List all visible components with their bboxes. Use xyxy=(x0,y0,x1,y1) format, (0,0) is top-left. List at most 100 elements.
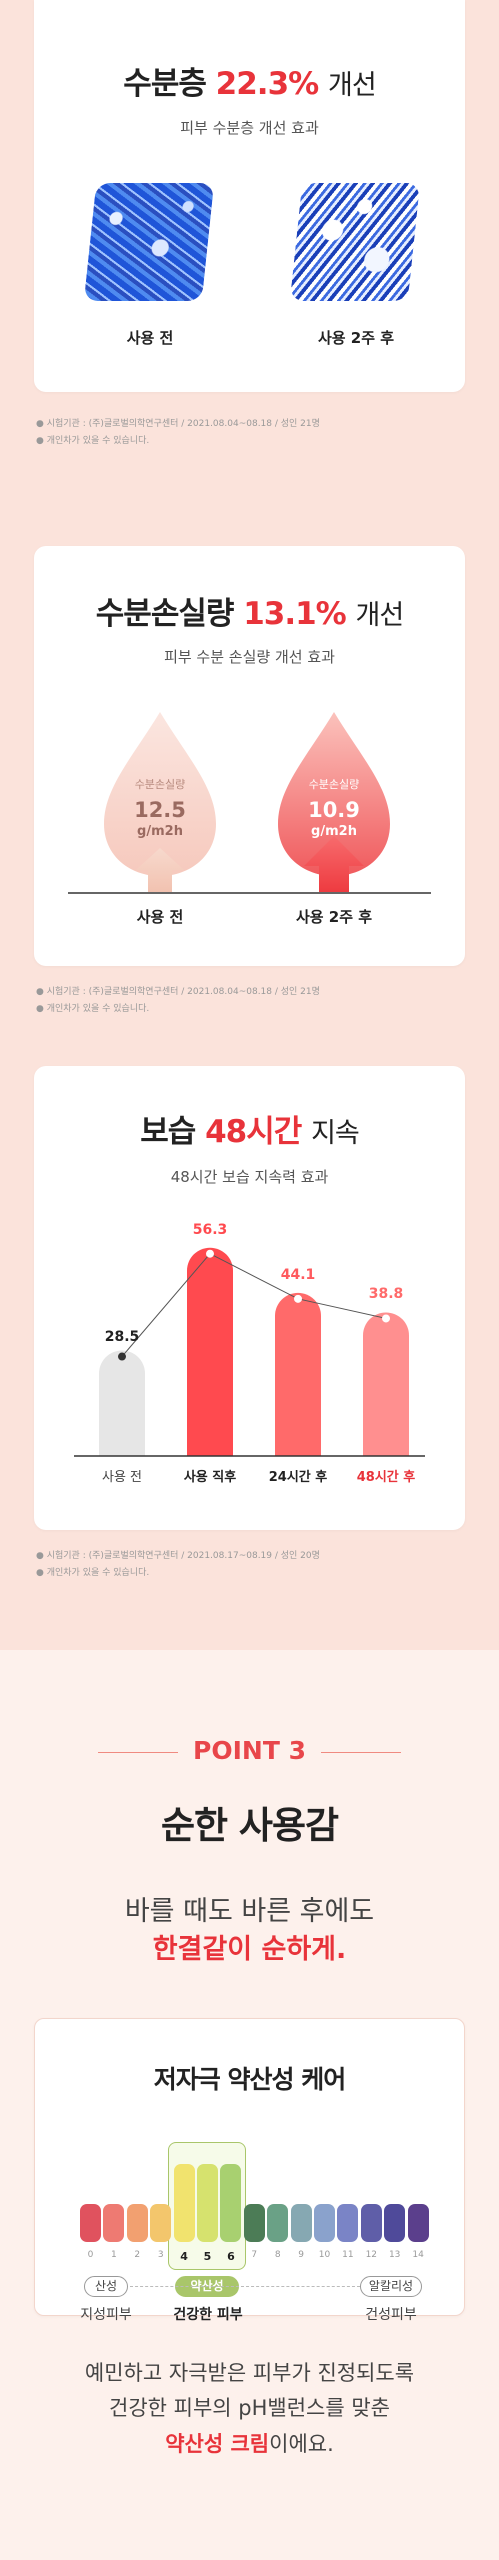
ph-number-4: 4 xyxy=(180,2250,188,2263)
skin-after-label: 사용 2주 후 xyxy=(317,329,395,347)
ph-number-11: 11 xyxy=(342,2250,354,2260)
final-highlight: 약산성 크림 xyxy=(165,2432,270,2456)
skin-after-image xyxy=(289,183,421,301)
ph-bar-3 xyxy=(150,2204,172,2242)
point3-line1: 바를 때도 바른 후에도 xyxy=(124,1896,375,1927)
ph-number-7: 7 xyxy=(251,2250,258,2260)
water-loss-card: 수분손실량 13.1% 개선 피부 수분 손실량 개선 효과 xyxy=(34,546,465,966)
skin-before-label: 사용 전 xyxy=(126,329,174,347)
final-line-2: 건강한 피부의 pH밸런스를 맞춘 xyxy=(109,2396,390,2420)
trend-point-0 xyxy=(118,1352,126,1361)
bar-value-label: 56.3 xyxy=(192,1221,228,1238)
point-label: POINT 3 xyxy=(193,1736,306,1765)
skin-before-image xyxy=(83,183,215,301)
title-suffix: 개선 xyxy=(328,70,377,101)
bar-value-label: 28.5 xyxy=(104,1328,140,1345)
ph-bar-11 xyxy=(337,2204,359,2242)
ph-number-9: 9 xyxy=(298,2250,304,2260)
bar-category-label: 사용 전 xyxy=(101,1470,142,1485)
ph-number-1: 1 xyxy=(111,2250,117,2260)
sub-dry: 건성피부 xyxy=(365,2307,417,2323)
ph-bar-10 xyxy=(314,2204,335,2242)
drop-before-caption: 수분손실량 xyxy=(134,778,186,791)
bar-3 xyxy=(363,1312,409,1456)
ph-bar-8 xyxy=(267,2204,289,2242)
drop-after-caption: 수분손실량 xyxy=(308,778,360,791)
ph-number-8: 8 xyxy=(274,2250,281,2260)
title-value: 13.1% xyxy=(243,596,347,632)
point3-title: 순한 사용감 xyxy=(160,1804,339,1847)
bar-1 xyxy=(187,1247,233,1456)
ph-bar-12 xyxy=(360,2204,382,2242)
final-rest: 이에요. xyxy=(269,2432,334,2456)
ph-number-12: 12 xyxy=(365,2250,378,2260)
moisture-layer-title: 수분층 22.3% 개선 xyxy=(34,58,465,103)
water-drops-graphic xyxy=(68,712,431,894)
ph-bar-6 xyxy=(220,2164,242,2242)
bar-value-label: 44.1 xyxy=(280,1266,316,1283)
bar-value-label: 38.8 xyxy=(368,1286,404,1303)
ph-card xyxy=(34,2018,465,2316)
water-loss-title: 수분손실량 13.1% 개선 xyxy=(34,588,465,633)
title-value: 48시간 xyxy=(205,1114,302,1150)
ph-number-2: 2 xyxy=(134,2250,141,2260)
moisture-bar-chart: 28.5 사용 전 56.3 사용 직후 44.1 24시간 후 38.8 48시간 후 xyxy=(34,1066,465,1530)
ph-bar-14 xyxy=(407,2204,429,2242)
drop-after-shape xyxy=(278,712,390,876)
title-main: 수분층 xyxy=(123,66,207,102)
moisture-48h-subtitle: 48시간 보습 지속력 효과 xyxy=(170,1168,329,1186)
arrow-before-shape xyxy=(136,848,184,892)
notes-section3: ● 시험기관 : (주)글로벌의학연구센터 / 2021.08.17~08.19… xyxy=(36,1548,320,1582)
final-line-1: 예민하고 자극받은 피부가 진정되도록 xyxy=(84,2361,415,2385)
pill-connector-line xyxy=(130,2286,360,2287)
sub-healthy: 건강한 피부 xyxy=(173,2307,243,2323)
point-divider-left xyxy=(98,1752,178,1753)
trend-line xyxy=(121,1253,387,1357)
note-line: ● 개인차가 있을 수 있습니다. xyxy=(36,436,150,446)
note-line: ● 개인차가 있을 수 있습니다. xyxy=(36,1568,150,1578)
bar-category-label: 48시간 후 xyxy=(356,1470,416,1485)
drop-after-value: 10.9 xyxy=(308,798,360,822)
ph-bar-4 xyxy=(173,2164,195,2242)
ph-bar-9 xyxy=(290,2204,312,2242)
sub-oily: 지성피부 xyxy=(80,2307,132,2323)
title-suffix: 지속 xyxy=(311,1118,360,1149)
ph-number-6: 6 xyxy=(227,2250,235,2263)
title-value: 22.3% xyxy=(215,66,320,102)
ph-number-3: 3 xyxy=(157,2250,164,2260)
drop-before-unit: g/m2h xyxy=(137,824,183,839)
bar-2 xyxy=(275,1292,321,1456)
notes-section2: ● 시험기관 : (주)글로벌의학연구센터 / 2021.08.04~08.18… xyxy=(36,984,320,1018)
note-line: ● 시험기관 : (주)글로벌의학연구센터 / 2021.08.04~08.18… xyxy=(36,987,320,997)
ph-number-0: 0 xyxy=(87,2250,94,2260)
drop-before-shape xyxy=(104,712,216,876)
note-line: ● 개인차가 있을 수 있습니다. xyxy=(36,1004,150,1014)
notes-section1: ● 시험기관 : (주)글로벌의학연구센터 / 2021.08.04~08.18… xyxy=(36,416,320,450)
moisture-48h-card: 보습 48시간 지속 48시간 보습 지속력 효과 28.5 사용 전 56.3 사용… xyxy=(34,1066,465,1530)
trend-point-3 xyxy=(382,1314,390,1323)
drop-before-label: 사용 전 xyxy=(136,908,184,926)
bar-category-label: 사용 직후 xyxy=(183,1470,237,1485)
title-main: 보습 xyxy=(140,1114,196,1150)
ph-bar-7 xyxy=(243,2204,265,2242)
bar-category-label: 24시간 후 xyxy=(268,1470,328,1485)
moisture-layer-subtitle: 피부 수분층 개선 효과 xyxy=(180,119,319,137)
trend-point-2 xyxy=(294,1294,302,1303)
point-divider-right xyxy=(321,1752,401,1753)
bar-0 xyxy=(99,1350,145,1456)
ph-number-13: 13 xyxy=(388,2250,401,2260)
final-line-3: 약산성 크림이에요. xyxy=(0,2428,499,2458)
drop-before-value: 12.5 xyxy=(134,798,186,822)
bar-chart-svg xyxy=(74,1247,425,1457)
drop-after-unit: g/m2h xyxy=(311,824,357,839)
ph-bar-1 xyxy=(103,2204,125,2242)
title-main: 수분손실량 xyxy=(95,596,235,632)
moisture-layer-card: 수분층 22.3% 개선 피부 수분층 개선 효과 사용 전 사용 2주 후 xyxy=(34,0,465,392)
water-loss-subtitle: 피부 수분 손실량 개선 효과 xyxy=(164,648,335,666)
moisture-48h-title: 보습 48시간 지속 xyxy=(34,1106,465,1151)
ph-number-14: 14 xyxy=(412,2250,424,2260)
ph-number-10: 10 xyxy=(318,2250,331,2260)
ph-card-title: 저자극 약산성 케어 xyxy=(153,2065,346,2094)
ph-bar-13 xyxy=(384,2204,406,2242)
